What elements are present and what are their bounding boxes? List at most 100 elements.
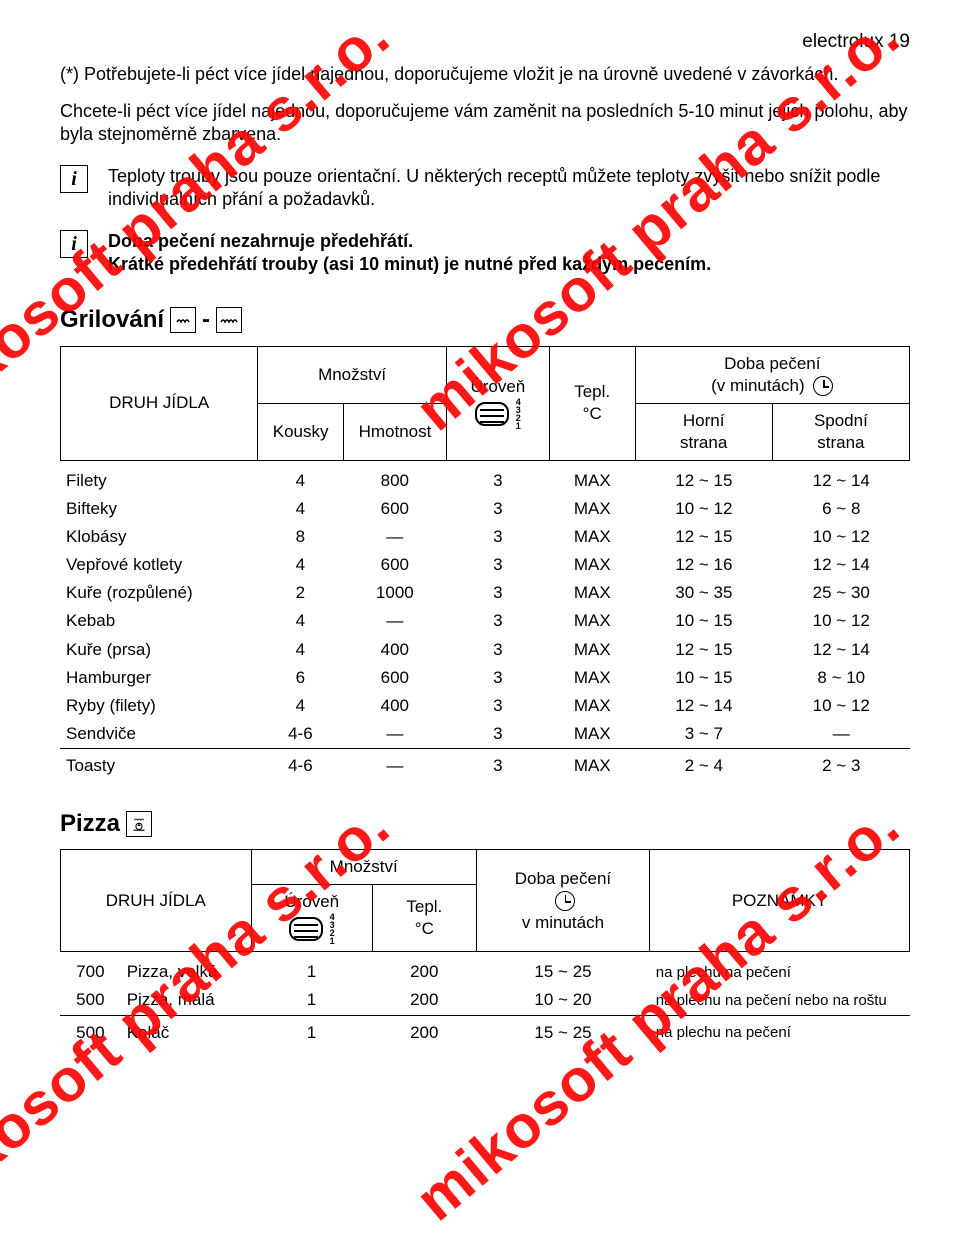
cell-food: Filety	[60, 467, 257, 495]
grill-col-qty: Množství	[258, 346, 447, 403]
cell-food: Pizza, velká	[121, 958, 251, 986]
info-box-2: i Doba pečení nezahrnuje předehřátí. Krá…	[60, 230, 910, 277]
cell-weight: —	[343, 720, 446, 749]
cell-temp: MAX	[549, 692, 635, 720]
intro-paragraph-1: (*) Potřebujete-li péct více jídel najed…	[60, 63, 910, 86]
grill-title-text: Grilování	[60, 304, 164, 335]
info-icon: i	[60, 230, 88, 258]
cell-weight: —	[343, 523, 446, 551]
cell-bottom: 2 ~ 3	[773, 748, 910, 780]
cell-weight: 600	[343, 664, 446, 692]
cell-temp: 200	[372, 1015, 476, 1047]
cell-pieces: 4	[257, 607, 343, 635]
pizza-time-sub: v minutách	[481, 912, 645, 934]
page-header: electrolux 19	[60, 30, 910, 55]
cell-pieces: 4-6	[257, 748, 343, 780]
cell-top: 12 ~ 16	[635, 551, 772, 579]
table-row: Kuře (prsa)44003MAX12 ~ 1512 ~ 14	[60, 636, 910, 664]
clock-icon	[555, 891, 575, 911]
cell-weight: —	[343, 607, 446, 635]
cell-food: Klobásy	[60, 523, 257, 551]
cell-temp: MAX	[549, 748, 635, 780]
cell-top: 12 ~ 15	[635, 636, 772, 664]
info-icon: i	[60, 165, 88, 193]
cell-level: 3	[446, 607, 549, 635]
cell-food: Kuře (prsa)	[60, 636, 257, 664]
cell-weight: 600	[343, 551, 446, 579]
table-row: Kebab4—3MAX10 ~ 1510 ~ 12	[60, 607, 910, 635]
dash: -	[202, 304, 210, 335]
table-row: Klobásy8—3MAX12 ~ 1510 ~ 12	[60, 523, 910, 551]
cell-pieces: 4	[257, 551, 343, 579]
cell-qty: 500	[60, 986, 121, 1015]
cell-food: Pizza, malá	[121, 986, 251, 1015]
clock-icon	[813, 376, 833, 396]
cell-notes: na plechu na pečení	[650, 958, 910, 986]
info-text-2: Doba pečení nezahrnuje předehřátí. Krátk…	[108, 230, 910, 277]
cell-weight: —	[343, 748, 446, 780]
cell-bottom: 25 ~ 30	[773, 579, 910, 607]
cell-weight: 1000	[343, 579, 446, 607]
grill-col-bottom: Spodnístrana	[772, 403, 909, 460]
oven-level-icon: 4 3 2 1	[289, 913, 335, 945]
cell-bottom: 8 ~ 10	[773, 664, 910, 692]
cell-pieces: 4	[257, 495, 343, 523]
cell-bottom: 10 ~ 12	[773, 607, 910, 635]
cell-food: Toasty	[60, 748, 257, 780]
cell-weight: 400	[343, 636, 446, 664]
cell-pieces: 2	[257, 579, 343, 607]
info-text-1: Teploty trouby jsou pouze orientační. U …	[108, 165, 910, 212]
cell-level: 3	[446, 467, 549, 495]
cell-bottom: 10 ~ 12	[773, 523, 910, 551]
oven-level-icon: 4 3 2 1	[475, 398, 521, 430]
brand-label: electrolux	[802, 31, 883, 52]
cell-level: 3	[446, 664, 549, 692]
cell-level: 3	[446, 748, 549, 780]
grill-col-weight: Hmotnost	[344, 403, 447, 460]
table-row: Kuře (rozpůlené)210003MAX30 ~ 3525 ~ 30	[60, 579, 910, 607]
cell-temp: MAX	[549, 664, 635, 692]
info-box-1: i Teploty trouby jsou pouze orientační. …	[60, 165, 910, 212]
cell-top: 10 ~ 12	[635, 495, 772, 523]
table-row: Vepřové kotlety46003MAX12 ~ 1612 ~ 14	[60, 551, 910, 579]
cell-level: 3	[446, 692, 549, 720]
cell-temp: MAX	[549, 551, 635, 579]
pizza-col-qty: Množství	[251, 850, 476, 885]
cell-pieces: 6	[257, 664, 343, 692]
grill-large-icon	[216, 307, 242, 333]
cell-pieces: 8	[257, 523, 343, 551]
pizza-col-notes: POZNÁMKY	[650, 850, 910, 952]
info-text-2-line2: Krátké předehřátí trouby (asi 10 minut) …	[108, 253, 910, 276]
cell-level: 3	[446, 495, 549, 523]
cell-food: Kuře (rozpůlené)	[60, 579, 257, 607]
cell-weight: 800	[343, 467, 446, 495]
cell-top: 12 ~ 15	[635, 467, 772, 495]
pizza-time-label: Doba pečení	[481, 868, 645, 890]
temp-l1: Tepl.	[554, 381, 631, 403]
cell-temp: MAX	[549, 579, 635, 607]
pizza-mode-icon	[126, 811, 152, 837]
grill-level-label: Úroveň	[451, 376, 545, 398]
pizza-col-food: DRUH JÍDLA	[61, 850, 252, 952]
cell-top: 10 ~ 15	[635, 664, 772, 692]
table-row: Bifteky46003MAX10 ~ 126 ~ 8	[60, 495, 910, 523]
grill-col-level: Úroveň 4 3 2 1	[446, 346, 549, 460]
intro-paragraph-2: Chcete-li péct více jídel najednou, dopo…	[60, 100, 910, 147]
cell-time: 15 ~ 25	[476, 1015, 649, 1047]
grill-section-title: Grilování -	[60, 304, 910, 335]
cell-top: 10 ~ 15	[635, 607, 772, 635]
table-row: Sendviče4-6—3MAX3 ~ 7—	[60, 720, 910, 749]
table-row: Hamburger66003MAX10 ~ 158 ~ 10	[60, 664, 910, 692]
cell-top: 2 ~ 4	[635, 748, 772, 780]
pizza-col-level: Úroveň 4 3 2 1	[251, 885, 372, 952]
cell-food: Hamburger	[60, 664, 257, 692]
cell-food: Sendviče	[60, 720, 257, 749]
pizza-title-text: Pizza	[60, 808, 120, 839]
grill-col-top: Hornístrana	[635, 403, 772, 460]
cell-temp: MAX	[549, 467, 635, 495]
cell-level: 1	[251, 986, 372, 1015]
table-row: Ryby (filety)44003MAX12 ~ 1410 ~ 12	[60, 692, 910, 720]
cell-weight: 400	[343, 692, 446, 720]
page-number: 19	[889, 31, 910, 52]
cell-level: 3	[446, 636, 549, 664]
